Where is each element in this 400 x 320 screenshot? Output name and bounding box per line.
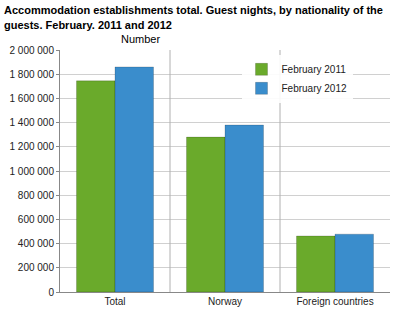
svg-text:0: 0: [48, 287, 54, 298]
svg-text:2 000 000: 2 000 000: [10, 45, 55, 56]
svg-text:400 000: 400 000: [18, 238, 55, 249]
svg-text:1 400 000: 1 400 000: [10, 117, 55, 128]
svg-text:600 000: 600 000: [18, 214, 55, 225]
svg-text:200 000: 200 000: [18, 262, 55, 273]
svg-text:800 000: 800 000: [18, 190, 55, 201]
svg-text:Number: Number: [121, 33, 160, 45]
svg-text:1 000 000: 1 000 000: [10, 166, 55, 177]
svg-text:1 800 000: 1 800 000: [10, 69, 55, 80]
svg-text:Accommodation establishments t: Accommodation establishments total. Gues…: [4, 4, 383, 30]
svg-text:1 600 000: 1 600 000: [10, 93, 55, 104]
svg-text:February 2012: February 2012: [282, 83, 347, 94]
svg-text:Foreign countries: Foreign countries: [296, 296, 373, 307]
svg-text:February 2011: February 2011: [282, 64, 347, 75]
svg-text:Norway: Norway: [208, 296, 242, 307]
svg-text:1 200 000: 1 200 000: [10, 141, 55, 152]
svg-text:Total: Total: [104, 296, 125, 307]
